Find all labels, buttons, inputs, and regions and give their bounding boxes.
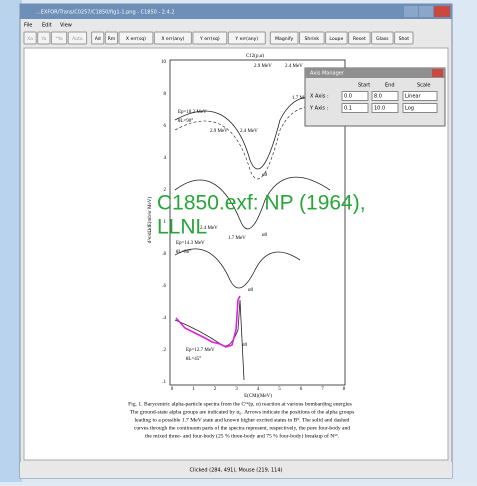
y-tick-label: .1	[162, 380, 166, 385]
close-button[interactable]	[434, 6, 450, 17]
menu-item[interactable]: View	[60, 23, 72, 29]
y-tick-label: 10	[161, 60, 167, 65]
toolbar-label: Shot	[399, 36, 410, 42]
input-value: 0.0	[344, 94, 352, 100]
toolbar-label: *Ya	[55, 36, 62, 42]
menu-item[interactable]: File	[24, 23, 32, 29]
column-header: End	[385, 83, 395, 89]
toolbar-label: Loupe	[329, 36, 343, 42]
toolbar-label: Auto	[72, 36, 83, 42]
toolbar-label: Y err(sq)	[199, 36, 220, 42]
toolbar-label: Ad	[95, 36, 101, 42]
annotation: 1.7 MeV	[228, 236, 246, 241]
toolbar-label: Glass	[376, 36, 389, 42]
annotation: α0	[248, 288, 254, 293]
toolbar-label: Shrink	[305, 36, 320, 42]
annotation: Ep=12.7 MeV	[186, 348, 215, 353]
input-value: 0.1	[344, 106, 352, 112]
caption-line: The ground-state alpha groups are indica…	[130, 408, 355, 415]
toolbar-label: Magnify	[275, 36, 293, 42]
y-tick-label: .2	[162, 348, 166, 353]
annotation: α0	[242, 343, 248, 348]
figure-title: C12(p,α)	[246, 54, 264, 59]
annotation: θL=86°	[176, 250, 191, 255]
annotation: 2.9 MeV	[254, 64, 272, 69]
annotation: θL=45°	[186, 357, 201, 362]
dialog-close[interactable]	[432, 69, 443, 77]
annotation: α0	[262, 173, 268, 178]
annotation: 2.9 MeV	[210, 129, 228, 134]
caption-line: the mixed three- and four-body (25 % thr…	[145, 432, 340, 439]
toolbar-label: Reset	[353, 36, 366, 42]
toolbar-label: X err(any)	[161, 36, 184, 42]
overlay-text: LLNL	[157, 216, 207, 239]
toolbar-label: X err(sq)	[126, 36, 146, 42]
y-tick-label: .8	[162, 252, 166, 257]
column-header: Scale	[417, 83, 430, 89]
caption-line: leading to a possible 1.7 MeV state and …	[135, 417, 350, 423]
x-axis-label: E(CM)(MeV)	[244, 394, 272, 399]
annotation: α0	[262, 233, 268, 238]
y-axis-label: d²σ/dΩdE(mb/sr MeV)	[147, 197, 153, 243]
caption-line: Fig. 1. Barycentric alpha-particle spect…	[128, 400, 352, 407]
desktop-edge	[0, 0, 22, 482]
caption-line: curves through the continuum parts of th…	[134, 424, 350, 431]
page: ...EXFOR/Trans/C0257/C1850/fig1-1.png - …	[0, 0, 477, 482]
y-tick-label: .4	[162, 316, 166, 321]
toolbar: Xa Ya *Ya Auto Ad Rm X err(sq) X err(any) Y err(…	[24, 32, 413, 44]
input-value: 8.0	[374, 94, 382, 100]
toolbar-label: Rm	[108, 36, 116, 42]
menu-item[interactable]: Edit	[42, 23, 52, 29]
input-value: Linear	[405, 94, 421, 100]
annotation: 2.4 MeV	[240, 129, 258, 134]
input-value: Log	[405, 106, 414, 112]
toolbar-label: Ya	[40, 36, 46, 42]
y-tick-label: .6	[162, 284, 166, 289]
row-label: Y Axis :	[309, 106, 329, 112]
screen: ...EXFOR/Trans/C0257/C1850/fig1-1.png - …	[0, 0, 477, 482]
row-label: X Axis :	[310, 94, 329, 100]
annotation: Ep=18.3 MeV	[178, 110, 207, 115]
annotation: 2.4 MeV	[285, 64, 303, 69]
input-value: 10.0	[374, 106, 385, 112]
maximize-button[interactable]	[419, 6, 433, 17]
overlay-text: C1850.exf: NP (1964),	[157, 192, 366, 215]
toolbar-label: Y err(any)	[234, 36, 258, 42]
dialog-title: Axis Manager	[310, 71, 345, 77]
column-header: Start	[358, 83, 370, 89]
annotation: θL=90°	[178, 119, 193, 124]
annotation: Ep=14.3 MeV	[176, 241, 205, 246]
toolbar-label: Xa	[27, 36, 33, 42]
window-title: ...EXFOR/Trans/C0257/C1850/fig1-1.png - …	[36, 10, 175, 16]
minimize-button[interactable]	[404, 6, 418, 17]
axis-manager: Axis Manager Start End Scale X Axis : 0.0 8.0…	[305, 68, 445, 126]
status-text: Clicked (284, 491), Mouse (219, 114)	[190, 468, 283, 474]
menu-bar: File Edit View	[24, 23, 72, 29]
